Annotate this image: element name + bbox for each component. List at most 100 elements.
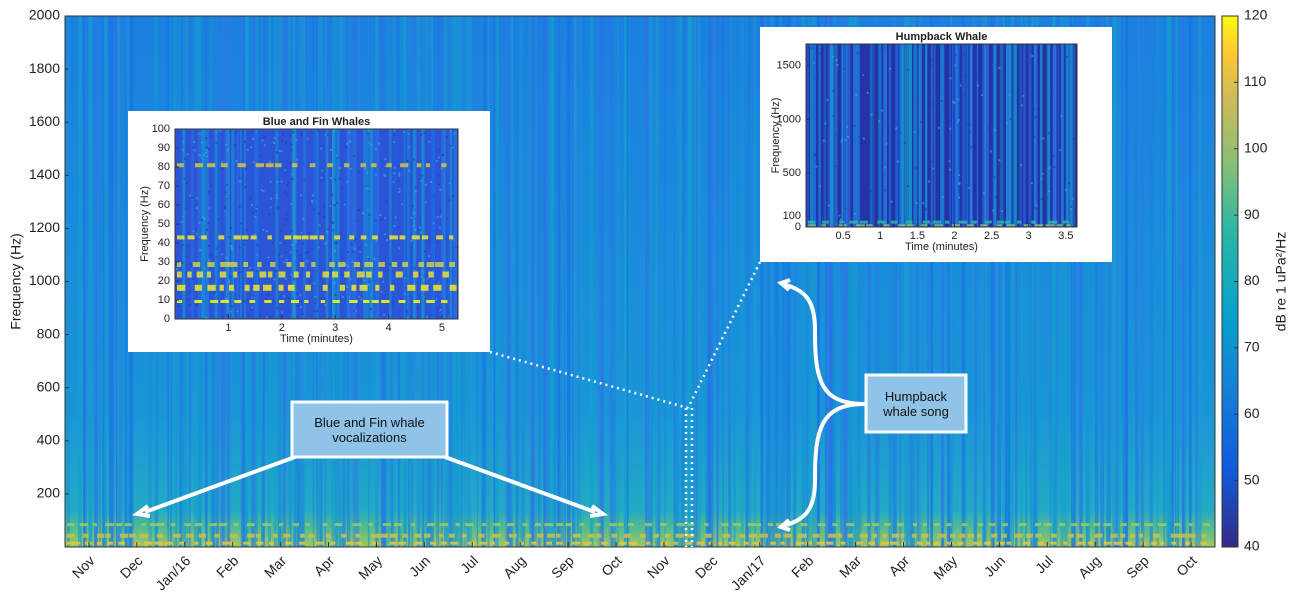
spectrogram-texture — [83, 16, 85, 547]
spectrogram-texture — [300, 259, 303, 262]
spectrogram-texture — [206, 228, 209, 231]
spectrogram-texture — [214, 129, 218, 319]
spectrogram-texture — [1107, 16, 1110, 547]
spectrogram-texture — [858, 135, 861, 138]
spectrogram-texture — [298, 541, 306, 545]
spectrogram-texture — [196, 160, 199, 163]
spectrogram-texture — [325, 129, 329, 319]
spectrogram-texture — [1036, 16, 1039, 547]
spectrogram-texture — [391, 262, 398, 267]
spectrogram-texture — [115, 523, 123, 527]
spectrogram-texture — [1009, 44, 1012, 227]
spectrogram-texture — [225, 143, 228, 146]
spectrogram-texture — [309, 163, 316, 168]
spectrogram-texture — [872, 533, 878, 538]
spectrogram-texture — [272, 165, 275, 168]
spectrogram-texture — [301, 235, 309, 240]
spectrogram-texture — [916, 16, 920, 547]
y-axis-label: Frequency (Hz) — [8, 233, 24, 329]
spectrogram-texture — [368, 141, 371, 144]
spectrogram-texture — [293, 523, 300, 527]
spectrogram-texture — [324, 303, 327, 306]
spectrogram-texture — [1028, 44, 1032, 227]
callout-box — [290, 400, 449, 459]
spectrogram-texture — [198, 132, 201, 135]
spectrogram-texture — [278, 271, 286, 278]
spectrogram-texture — [933, 541, 940, 545]
y-tick-label: 2000 — [29, 7, 60, 23]
spectrogram-texture — [295, 250, 298, 253]
spectrogram-texture — [387, 269, 390, 272]
spectrogram-texture — [1018, 523, 1027, 527]
spectrogram-texture — [395, 129, 397, 319]
spectrogram-texture — [996, 541, 1005, 545]
spectrogram-texture — [1198, 16, 1202, 547]
spectrogram-texture — [220, 163, 228, 168]
spectrogram-texture — [208, 523, 218, 527]
spectrogram-texture — [438, 183, 441, 186]
spectrogram-texture — [709, 16, 714, 547]
spectrogram-texture — [1022, 94, 1025, 97]
spectrogram-texture — [464, 523, 474, 527]
spectrogram-texture — [386, 239, 389, 242]
spectrogram-texture — [441, 541, 448, 545]
spectrogram-texture — [451, 146, 454, 149]
spectrogram-texture — [505, 16, 508, 547]
spectrogram-texture — [1174, 16, 1179, 547]
spectrogram-texture — [393, 129, 396, 132]
spectrogram-texture — [944, 220, 950, 224]
spectrogram-texture — [286, 184, 289, 187]
spectrogram-texture — [186, 533, 194, 538]
spectrogram-texture — [418, 262, 424, 267]
spectrogram-texture — [245, 229, 248, 232]
spectrogram-texture — [853, 44, 857, 227]
spectrogram-texture — [992, 44, 996, 227]
spectrogram-texture — [594, 523, 601, 527]
spectrogram-texture — [286, 212, 289, 215]
spectrogram-texture — [970, 146, 973, 149]
spectrogram-texture — [883, 189, 886, 192]
spectrogram-texture — [187, 245, 190, 248]
spectrogram-texture — [833, 44, 837, 227]
spectrogram-texture — [544, 16, 547, 547]
spectrogram-texture — [826, 140, 829, 143]
spectrogram-texture — [1100, 16, 1105, 547]
spectrogram-texture — [223, 206, 226, 209]
spectrogram-texture — [307, 250, 310, 253]
spectrogram-texture — [67, 523, 75, 527]
spectrogram-texture — [352, 154, 355, 157]
spectrogram-texture — [805, 541, 813, 545]
spectrogram-texture — [881, 109, 884, 112]
spectrogram-texture — [1085, 16, 1090, 547]
y-tick-label: 500 — [783, 167, 801, 179]
spectrogram-texture — [722, 533, 731, 538]
spectrogram-texture — [968, 131, 971, 134]
spectrogram-texture — [732, 523, 742, 527]
spectrogram-texture — [205, 146, 208, 149]
spectrogram-texture — [1110, 533, 1118, 538]
spectrogram-texture — [369, 307, 372, 310]
spectrogram-texture — [1042, 137, 1045, 140]
spectrogram-texture — [365, 243, 368, 246]
spectrogram-texture — [453, 132, 456, 135]
spectrogram-texture — [305, 284, 311, 291]
callout-text: Humpback whale song — [883, 388, 949, 419]
spectrogram-texture — [1035, 533, 1042, 538]
spectrogram-texture — [266, 293, 269, 296]
spectrogram-texture — [221, 161, 224, 164]
spectrogram-texture — [859, 533, 868, 538]
spectrogram-texture — [440, 300, 448, 303]
spectrogram-texture — [246, 148, 249, 151]
spectrogram-texture — [384, 217, 387, 220]
spectrogram-texture — [907, 68, 910, 71]
spectrogram-texture — [958, 218, 961, 221]
spectrogram-texture — [421, 174, 424, 177]
spectrogram-texture — [944, 123, 947, 126]
spectrogram-texture — [1012, 16, 1015, 547]
spectrogram-texture — [860, 199, 863, 202]
spectrogram-texture — [207, 222, 210, 225]
spectrogram-texture — [1046, 196, 1049, 199]
spectrogram-texture — [290, 129, 295, 319]
spectrogram-texture — [154, 541, 163, 545]
spectrogram-texture — [819, 44, 821, 227]
